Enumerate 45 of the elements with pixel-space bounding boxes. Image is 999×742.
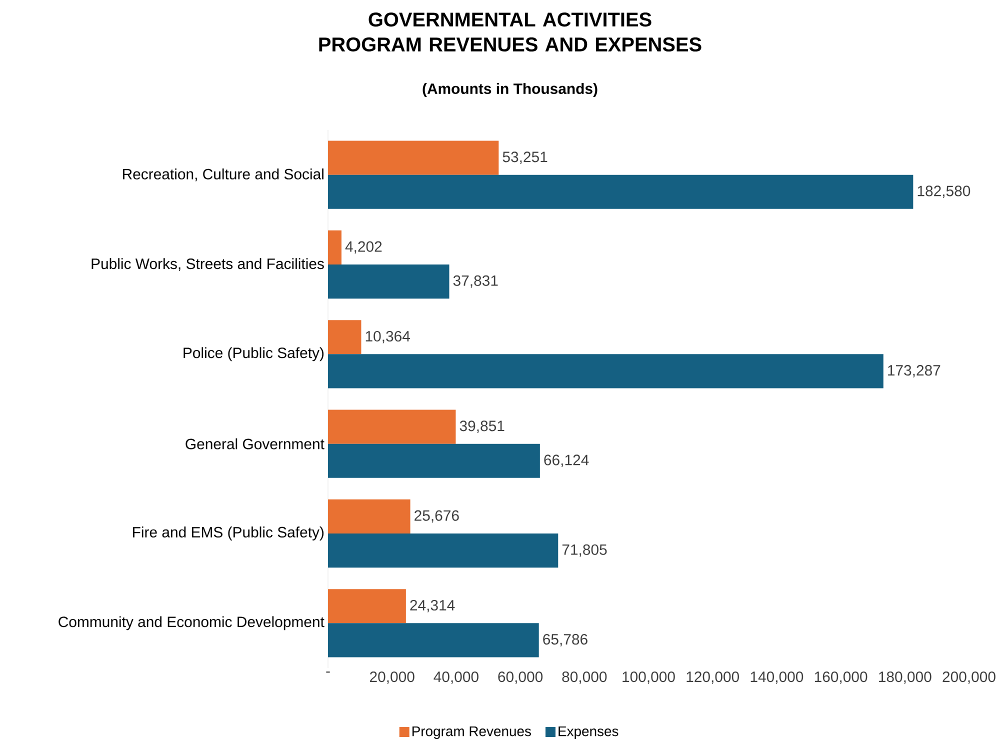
data-label: 25,676 (414, 510, 459, 523)
bar (328, 444, 540, 478)
bar (328, 174, 914, 209)
bar (328, 264, 450, 299)
x-tick-label: 40,000 (434, 672, 478, 684)
data-label: 37,831 (453, 275, 498, 288)
bar (328, 623, 539, 658)
x-tick-label: 100,000 (622, 672, 675, 684)
data-label: 24,314 (410, 600, 455, 612)
bar (328, 354, 884, 388)
data-label: 66,124 (544, 454, 589, 468)
bar (328, 533, 558, 568)
chart-subtitle: (Amounts in Thousands) (422, 83, 598, 97)
data-label: 71,805 (562, 544, 607, 557)
x-tick-label: 120,000 (686, 672, 740, 684)
bar (328, 410, 456, 444)
data-label: 4,202 (345, 241, 382, 254)
x-tick-label: 60,000 (498, 672, 543, 684)
y-tick-label: Community and Economic Development (58, 616, 324, 630)
x-tick-label: 140,000 (750, 672, 804, 684)
data-label: 173,287 (888, 365, 940, 378)
x-tick-label: 200,000 (942, 672, 996, 684)
legend-label: Expenses (558, 726, 618, 739)
bar (328, 140, 499, 175)
bar (328, 230, 342, 264)
x-tick-label: 20,000 (370, 672, 414, 684)
data-label: 53,251 (502, 152, 548, 164)
y-tick-label: Fire and EMS (Public Safety) (133, 526, 324, 540)
y-tick-label: Police (Public Safety) (184, 347, 324, 362)
data-label: 65,786 (543, 634, 588, 646)
y-tick-label: General Government (186, 438, 324, 450)
bar (328, 320, 362, 354)
data-label: 182,580 (918, 186, 970, 198)
y-tick-label: Recreation, Culture and Social (123, 168, 324, 182)
x-tick-label: - (326, 672, 330, 673)
bar (328, 499, 410, 534)
data-label: 10,364 (366, 330, 410, 344)
x-tick-label: 180,000 (879, 672, 932, 684)
chart-title: GOVERNMENTAL ACTIVITIES PROGRAM REVENUES AND EXPENSES (319, 12, 702, 52)
x-tick-label: 160,000 (814, 672, 868, 684)
data-label: 39,851 (460, 420, 504, 433)
bar (328, 589, 406, 624)
y-tick-label: Public Works, Streets and Facilities (92, 258, 324, 271)
x-tick-label: 80,000 (562, 672, 607, 684)
legend-label: Program Revenues (412, 726, 531, 739)
